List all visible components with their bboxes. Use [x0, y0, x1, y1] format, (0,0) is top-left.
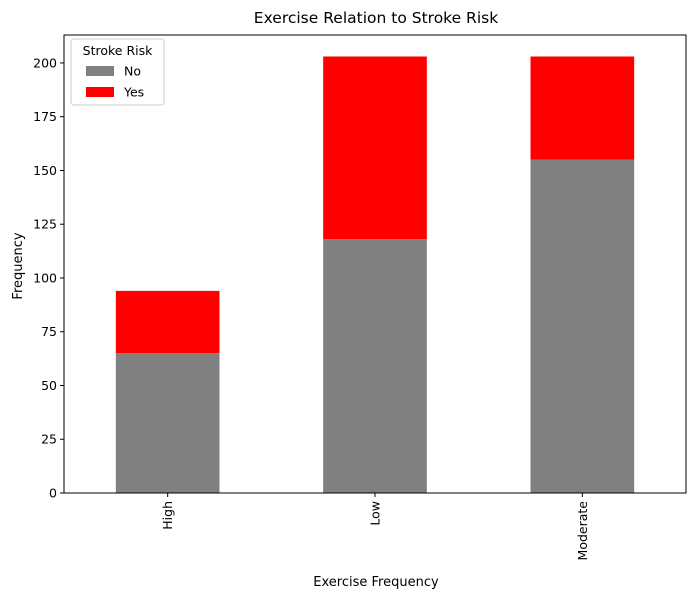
bar-no-high [115, 353, 220, 493]
x-axis: High Low Moderate [160, 493, 590, 560]
chart-title: Exercise Relation to Stroke Risk [254, 9, 498, 27]
x-tick-label-low: Low [368, 501, 383, 526]
legend: Stroke Risk No Yes [70, 38, 165, 106]
y-axis-label: Frequency [11, 232, 26, 299]
y-tick-label: 125 [33, 217, 57, 232]
bar-yes-low [323, 56, 427, 240]
legend-label-no: No [124, 64, 141, 79]
legend-title: Stroke Risk [83, 43, 153, 58]
x-tick-label-high: High [160, 501, 175, 530]
legend-label-yes: Yes [123, 85, 144, 100]
legend-swatch-no [86, 66, 114, 76]
y-tick-label: 75 [41, 324, 57, 339]
bar-no-low [323, 239, 427, 493]
y-axis: 0 25 50 75 100 125 150 175 200 [33, 55, 64, 501]
bar-yes-moderate [530, 56, 635, 160]
y-tick-label: 175 [33, 109, 57, 124]
x-tick-label-moderate: Moderate [575, 501, 590, 561]
x-axis-label: Exercise Frequency [313, 575, 439, 590]
y-tick-label: 100 [33, 270, 57, 285]
y-tick-label: 50 [41, 378, 57, 393]
y-tick-label: 150 [33, 163, 57, 178]
legend-items: No Yes [86, 64, 144, 100]
bar-yes-high [115, 290, 220, 354]
y-tick-label: 25 [41, 432, 57, 447]
y-tick-label: 0 [49, 486, 57, 501]
bars-layer [115, 56, 635, 493]
bar-no-moderate [530, 159, 635, 493]
legend-swatch-yes [86, 87, 114, 97]
y-tick-label: 200 [33, 55, 57, 70]
